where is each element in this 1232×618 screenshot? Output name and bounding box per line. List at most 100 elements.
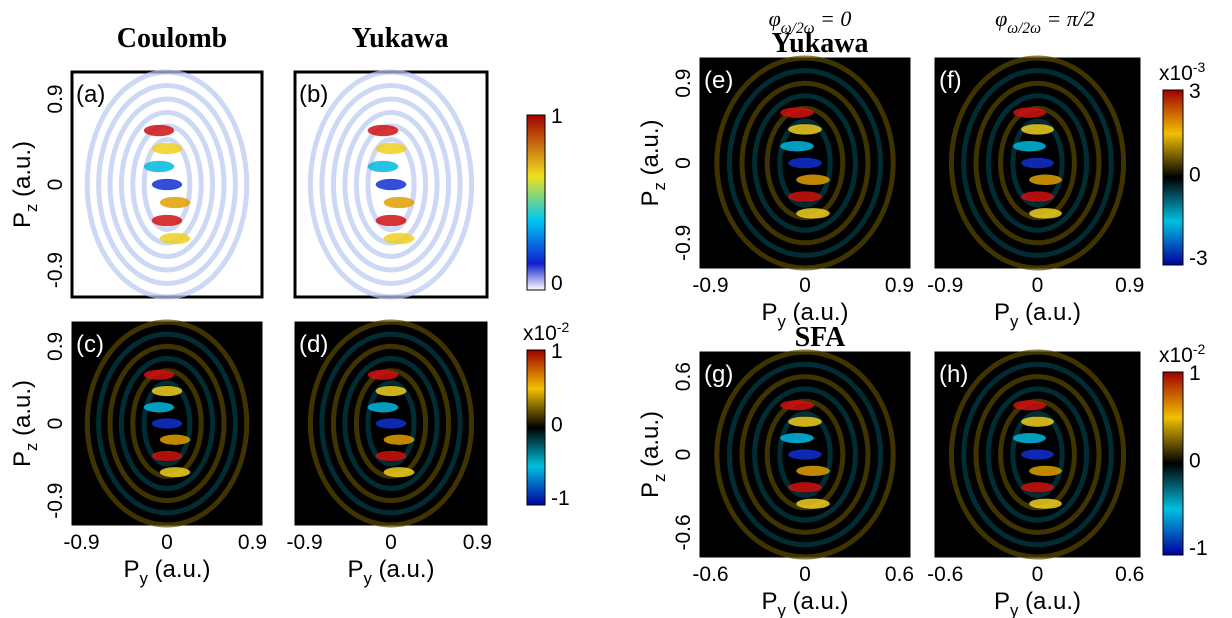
x-tick-label: 0 bbox=[385, 531, 397, 554]
heatmap-ring bbox=[961, 361, 1114, 548]
x-axis-label-rest: (a.u.) bbox=[372, 556, 435, 583]
heatmap-blob bbox=[151, 385, 183, 397]
colorbar bbox=[526, 349, 546, 506]
column-title: Coulomb bbox=[117, 23, 227, 54]
heatmap-blob bbox=[151, 214, 183, 227]
colorbar-scale: x10-3 bbox=[1159, 59, 1206, 85]
x-axis-label: Py (a.u.) bbox=[994, 588, 1081, 618]
heatmap-blob bbox=[1021, 449, 1054, 460]
heatmap-blob bbox=[1029, 174, 1062, 186]
phase-label-base: φ bbox=[769, 6, 781, 31]
heatmap-blob bbox=[788, 482, 822, 493]
panel-label: (d) bbox=[299, 331, 328, 358]
x-tick-label: 0 bbox=[1032, 563, 1044, 586]
heatmap-ring bbox=[118, 356, 216, 491]
heatmap-blob bbox=[1013, 140, 1046, 152]
heatmap-ring bbox=[330, 96, 452, 273]
heatmap-blob bbox=[375, 142, 407, 155]
heatmap-blob bbox=[151, 142, 183, 155]
heatmap-ring bbox=[84, 319, 250, 528]
y-tick-label: 0 bbox=[672, 449, 695, 461]
heatmap-ring bbox=[141, 137, 193, 232]
x-tick-label: 0.9 bbox=[1115, 274, 1144, 297]
heatmap-blob bbox=[780, 432, 814, 444]
x-tick-label: 0.6 bbox=[1115, 563, 1144, 586]
heatmap-ring bbox=[752, 93, 858, 233]
heatmap-blob bbox=[788, 124, 822, 135]
colorbar-tick-label: -3 bbox=[1189, 247, 1208, 270]
y-tick-label: -0.9 bbox=[44, 252, 67, 288]
y-axis-label: Pz (a.u.) bbox=[9, 141, 41, 228]
x-axis-label-sub: y bbox=[777, 312, 786, 331]
x-axis-label: Py (a.u.) bbox=[347, 556, 434, 588]
x-axis-label-rest: (a.u.) bbox=[786, 588, 849, 615]
y-axis-label: Pz (a.u.) bbox=[637, 119, 669, 206]
x-axis-label-rest: (a.u.) bbox=[148, 556, 211, 583]
x-tick-label: 0 bbox=[799, 274, 811, 297]
heatmap-blob bbox=[367, 160, 399, 173]
y-axis-label-rest: (a.u.) bbox=[637, 411, 664, 474]
heatmap-blob bbox=[375, 178, 407, 191]
heatmap-ring bbox=[1010, 411, 1065, 498]
x-tick-label: 0 bbox=[161, 531, 173, 554]
heatmap-ring bbox=[307, 69, 475, 300]
heatmap-ring bbox=[319, 331, 463, 516]
heatmap-blob bbox=[151, 450, 183, 462]
heatmap-ring bbox=[948, 55, 1127, 271]
colorbar-scale-exp: -2 bbox=[1193, 341, 1206, 357]
y-tick-label: 0.6 bbox=[672, 362, 695, 391]
heatmap-blob bbox=[383, 196, 415, 209]
colorbar-tick-label: 3 bbox=[1189, 80, 1201, 103]
heatmap-blob bbox=[159, 232, 191, 245]
y-tick-label: 0 bbox=[44, 179, 67, 191]
x-tick-label: 0.9 bbox=[463, 531, 492, 554]
heatmap-ring bbox=[973, 374, 1102, 535]
heatmap-ring bbox=[961, 68, 1114, 258]
x-axis-label-rest: (a.u.) bbox=[786, 299, 849, 326]
y-tick-label: 0 bbox=[44, 418, 67, 430]
y-axis-label-base: P bbox=[9, 451, 36, 467]
colorbar-scale-base: x10 bbox=[523, 322, 557, 345]
colorbar-scale-exp: -2 bbox=[557, 319, 570, 335]
phase-label: φω/2ω = π/2 bbox=[995, 6, 1095, 37]
heatmap-blob bbox=[375, 385, 407, 397]
heatmap-blob bbox=[383, 434, 415, 445]
y-axis-label-base: P bbox=[9, 212, 36, 228]
heatmap-ring bbox=[739, 374, 871, 535]
heatmap-blob bbox=[367, 402, 399, 413]
phase-label-rest: = π/2 bbox=[1041, 6, 1095, 31]
colorbar-scale-exp: -3 bbox=[1193, 59, 1206, 75]
heatmap-ring bbox=[342, 356, 440, 491]
heatmap-blob bbox=[780, 140, 814, 152]
x-axis-label-base: P bbox=[123, 556, 139, 583]
heatmap-blob bbox=[375, 418, 407, 429]
heatmap-blob bbox=[383, 232, 415, 245]
x-axis-label: Py (a.u.) bbox=[994, 299, 1081, 331]
heatmap-ring bbox=[777, 411, 833, 498]
heatmap-ring bbox=[107, 343, 227, 504]
x-axis-label-sub: y bbox=[1010, 312, 1019, 331]
x-axis-label: Py (a.u.) bbox=[123, 556, 210, 588]
colorbar-tick-label: 0 bbox=[551, 272, 563, 295]
heatmap-ring bbox=[330, 343, 452, 504]
colorbar-tick-label: 0 bbox=[551, 414, 563, 437]
heatmap-blob bbox=[788, 449, 822, 460]
heatmap-blob bbox=[367, 369, 399, 380]
x-axis-label-base: P bbox=[994, 588, 1010, 615]
x-axis-label-sub: y bbox=[1010, 601, 1019, 618]
y-axis-label-sub: z bbox=[22, 204, 41, 212]
colorbar-tick-label: -1 bbox=[551, 487, 570, 510]
x-tick-label: 0 bbox=[799, 563, 811, 586]
heatmap-ring bbox=[319, 83, 463, 286]
heatmap-ring bbox=[948, 349, 1127, 560]
heatmap-blob bbox=[780, 400, 814, 411]
heatmap-blob bbox=[1021, 482, 1054, 493]
phase-label-sub: ω/2ω bbox=[781, 20, 815, 37]
x-axis-label-base: P bbox=[994, 299, 1010, 326]
x-tick-label: -0.9 bbox=[63, 531, 99, 554]
heatmap-blob bbox=[159, 467, 191, 478]
heatmap-ring bbox=[107, 96, 227, 273]
x-tick-label: -0.9 bbox=[287, 531, 323, 554]
x-axis-label-rest: (a.u.) bbox=[1018, 299, 1081, 326]
